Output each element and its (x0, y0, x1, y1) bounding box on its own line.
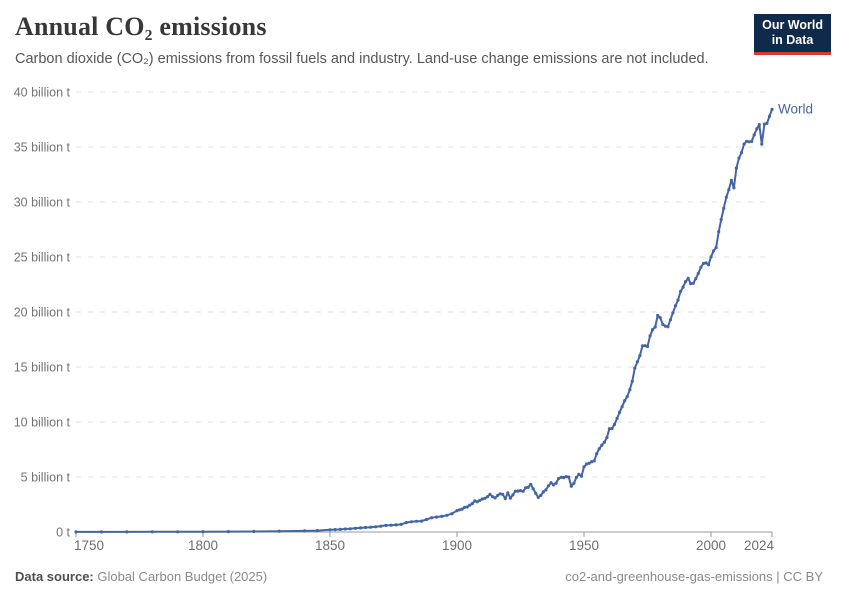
x-axis-label: 1950 (569, 538, 599, 553)
emissions-line-world[interactable] (75, 108, 773, 533)
x-axis-label: 2024 (744, 538, 775, 553)
x-axis-label: 1900 (442, 538, 472, 553)
line-markers-world (74, 107, 774, 534)
y-axis-label: 15 billion t (14, 361, 71, 375)
y-axis-label: 35 billion t (14, 141, 71, 155)
owid-logo-line2: in Data (771, 33, 814, 47)
data-source-label: Data source: (15, 569, 94, 584)
chart-subtitle: Carbon dioxide (CO₂) emissions from foss… (15, 51, 709, 67)
series-label-world[interactable]: World (778, 101, 813, 116)
x-axis-label: 2000 (696, 538, 726, 553)
y-axis-label: 5 billion t (21, 471, 71, 485)
y-axis-label: 25 billion t (14, 251, 71, 265)
y-axis-label: 40 billion t (14, 86, 71, 100)
y-axis-label: 10 billion t (14, 416, 71, 430)
x-axis-label: 1750 (74, 538, 104, 553)
owid-logo[interactable]: Our World in Data (754, 14, 831, 55)
data-source[interactable]: Data source: Global Carbon Budget (2025) (15, 569, 267, 584)
y-axis-label: 30 billion t (14, 196, 71, 210)
owid-logo-line1: Our World (762, 18, 823, 32)
page-title: Annual CO₂ emissions (15, 12, 267, 41)
footer-links[interactable]: co2-and-greenhouse-gas-emissions | CC BY (565, 569, 823, 584)
x-axis-label: 1800 (188, 538, 218, 553)
y-axis-label: 0 t (56, 526, 70, 540)
y-axis-label: 20 billion t (14, 306, 71, 320)
x-axis-label: 1850 (315, 538, 345, 553)
data-source-value: Global Carbon Budget (2025) (93, 569, 268, 584)
